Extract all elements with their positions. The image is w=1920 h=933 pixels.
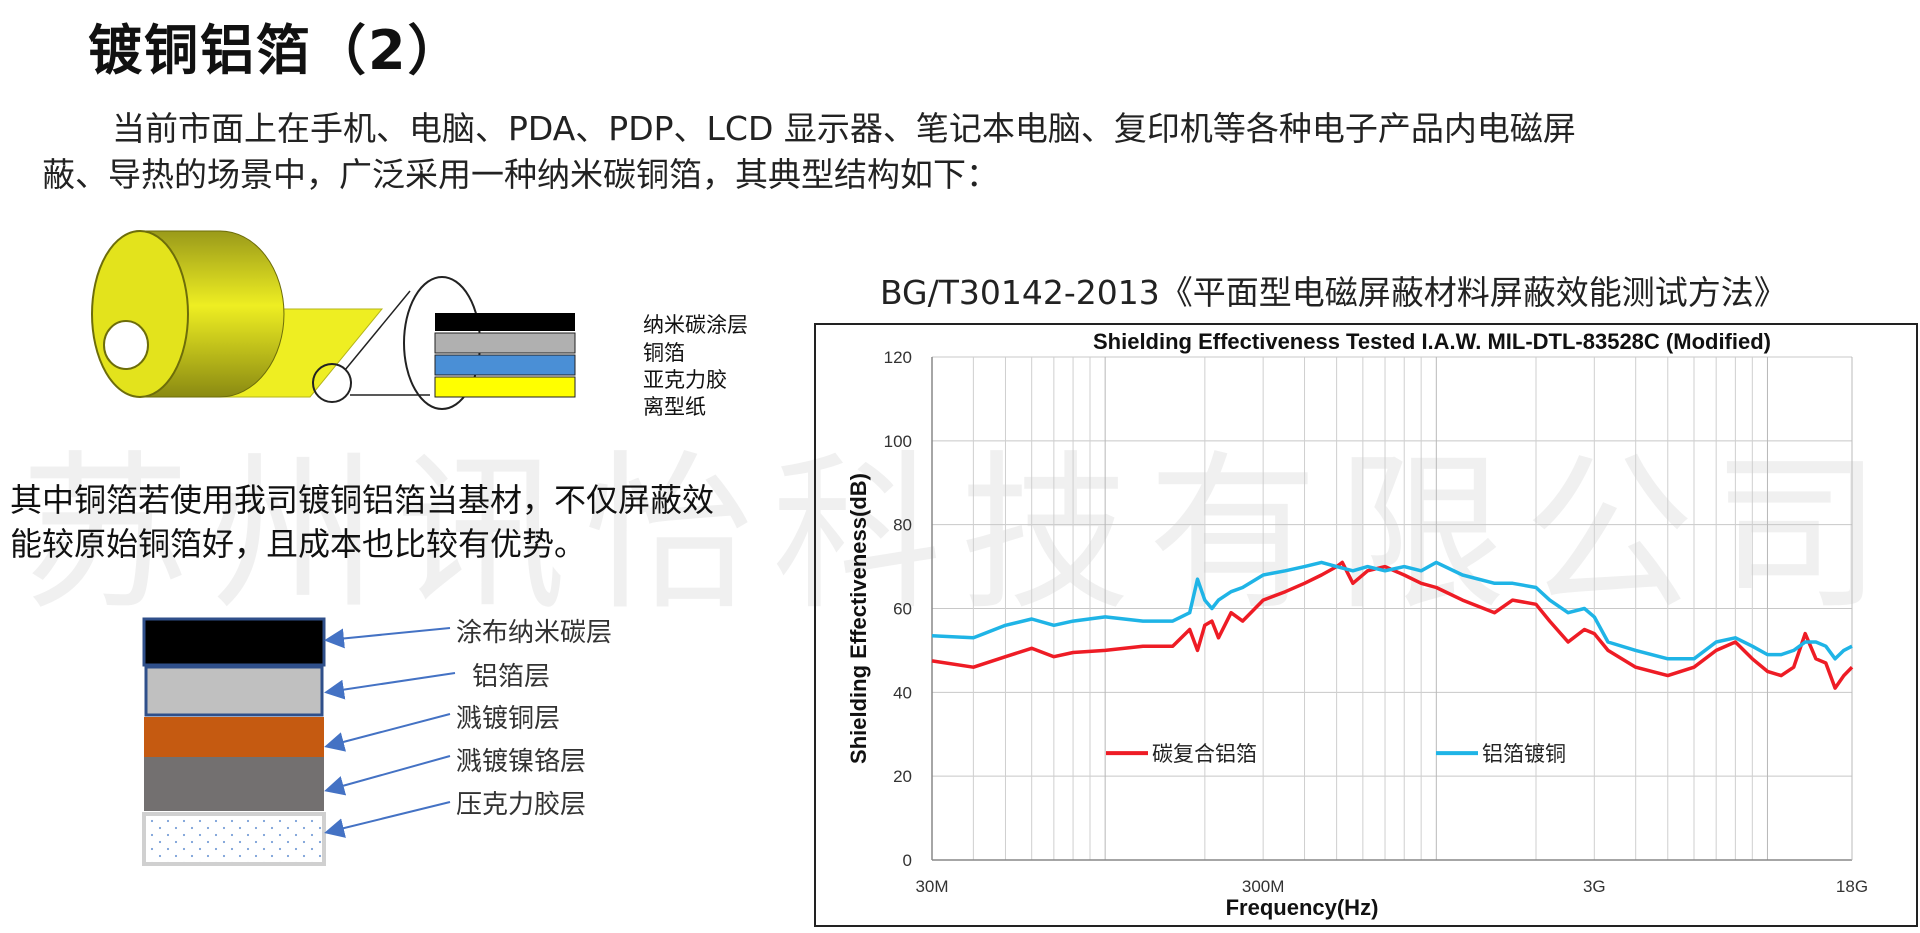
page-title: 镀铜铝箔（2） [88, 19, 464, 82]
layer-label-3: 亚克力胶 [643, 368, 727, 392]
stack-label-4: 溅镀镍铬层 [456, 747, 587, 777]
roll-face [91, 230, 189, 398]
stack-label-2: 铝箔层 [472, 662, 551, 692]
layer-nano-carbon [435, 313, 575, 331]
shielding-chart-frame: 0 20 40 60 80 100 120 30M 300M 3G 18G Shielding Eff… [814, 323, 1918, 927]
series-line-carbon-composite-al-foil [931, 560, 1854, 690]
standard-title: BG/T30142-2013《平面型电磁屏蔽材料屏蔽效能测试方法》 [880, 273, 1787, 312]
stack-sputtered-copper [144, 717, 324, 757]
x-axis-label: Frequency(Hz) [1226, 895, 1379, 920]
y-tick-label: 100 [884, 432, 912, 451]
stack-sputtered-nicr [144, 757, 324, 811]
roll-core [103, 320, 149, 370]
x-tick-label: 18G [1836, 877, 1868, 896]
intro-paragraph: 当前市面上在手机、电脑、PDA、PDP、LCD 显示器、笔记本电脑、复印机等各种… [42, 106, 1762, 198]
intro-line-2: 蔽、导热的场景中，广泛采用一种纳米碳铜箔，其典型结构如下： [42, 155, 999, 194]
stack-label-5: 压克力胶层 [456, 790, 587, 820]
layer-label-2: 铜箔 [643, 341, 685, 365]
magnify-small-circle [312, 363, 352, 403]
shielding-chart: 0 20 40 60 80 100 120 30M 300M 3G 18G Shielding Eff… [846, 329, 1868, 920]
y-tick-label: 0 [903, 851, 912, 870]
description-paragraph: 其中铜箔若使用我司镀铜铝箔当基材，不仅屏蔽效能较原始铜箔好，且成本也比较有优势。 [10, 481, 715, 563]
x-tick-label: 30M [915, 877, 948, 896]
layer-label-4: 离型纸 [643, 395, 706, 419]
layer-release-paper [434, 376, 576, 398]
copper-foil-roll-diagram [91, 230, 576, 410]
y-tick-label: 120 [884, 348, 912, 367]
y-tick-label: 20 [893, 767, 912, 786]
layer-copper-foil [434, 332, 576, 354]
x-tick-label: 3G [1583, 877, 1606, 896]
intro-line-1: 当前市面上在手机、电脑、PDA、PDP、LCD 显示器、笔记本电脑、复印机等各种… [112, 109, 1576, 148]
stack-label-1: 涂布纳米碳层 [456, 618, 613, 648]
y-tick-label: 80 [893, 516, 912, 535]
y-tick-label: 60 [893, 600, 912, 619]
stack-acrylic-adhesive [142, 812, 326, 866]
x-tick-label: 300M [1242, 877, 1285, 896]
legend-label: 铝箔镀铜 [1482, 742, 1566, 766]
y-tick-label: 40 [893, 683, 912, 702]
aluminium-foil-stack-diagram [142, 617, 326, 866]
layer-label-1: 纳米碳涂层 [643, 313, 748, 337]
stack-label-3: 溅镀铜层 [456, 704, 561, 734]
stack-aluminium-foil [144, 665, 324, 717]
stack-nano-carbon [142, 617, 326, 667]
series-line-copper-plated-al-foil [931, 560, 1853, 661]
chart-title: Shielding Effectiveness Tested I.A.W. MI… [1093, 329, 1771, 354]
y-axis-label: Shielding Effectiveness(dB) [846, 473, 871, 764]
layer-acrylic-adhesive [434, 354, 576, 376]
legend-label: 碳复合铝箔 [1152, 742, 1257, 766]
stack-arrows [324, 627, 456, 838]
